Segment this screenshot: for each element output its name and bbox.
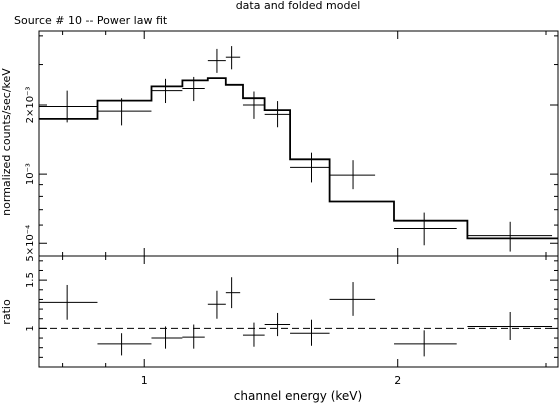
- spectrum-data-point: [39, 90, 98, 123]
- spectrum-y-tick-label: 2×10⁻³: [25, 87, 36, 124]
- ratio-plot-layer: [39, 277, 558, 357]
- ratio-data-point: [394, 330, 457, 357]
- spectrum-data-point: [394, 212, 457, 246]
- spectrum-panel-frame: [38, 30, 559, 257]
- ratio-data-point: [39, 284, 98, 320]
- ratio-panel-frame: [38, 255, 559, 368]
- spectrum-data-point: [151, 78, 183, 104]
- x-tick-label: 1: [141, 374, 148, 387]
- ratio-data-point: [467, 311, 553, 340]
- ratio-data-point: [242, 322, 265, 347]
- ratio-data-point: [225, 277, 241, 309]
- x-tick-label: 2: [394, 374, 401, 387]
- ratio-y-axis-label: ratio: [0, 299, 13, 325]
- ratio-data-point: [97, 333, 152, 356]
- axis-layer: 1 2 5×10⁻⁴ 10⁻³ 2×10⁻³ 1 1.5: [25, 31, 558, 387]
- ratio-data-point: [290, 319, 330, 346]
- spectrum-data-point: [182, 76, 205, 102]
- ratio-data-point: [151, 326, 183, 349]
- spectrum-data-point: [225, 46, 241, 70]
- spectrum-data-point: [290, 152, 330, 183]
- model-step-line: [39, 77, 558, 240]
- spectrum-data-point: [264, 101, 291, 128]
- spectrum-y-tick-label: 5×10⁻⁴: [25, 225, 36, 262]
- spectrum-data-point: [329, 160, 376, 190]
- chart-title: data and folded model: [236, 0, 361, 12]
- ratio-y-tick-label: 1.5: [25, 272, 36, 288]
- spectrum-data-point: [467, 221, 553, 252]
- spectrum-data-point: [207, 48, 226, 73]
- ratio-data-point: [264, 312, 291, 337]
- spectrum-y-tick-label: 10⁻³: [25, 163, 36, 185]
- spectrum-data-point: [97, 98, 152, 126]
- ratio-data-point: [182, 324, 205, 349]
- spectrum-data-point: [242, 91, 265, 119]
- chart-subtitle: Source # 10 -- Power law fit: [14, 14, 168, 27]
- x-axis-label: channel energy (keV): [234, 389, 362, 403]
- ratio-data-point: [207, 290, 226, 319]
- ratio-data-point: [329, 282, 376, 316]
- ratio-y-tick-label: 1: [25, 325, 36, 331]
- spectrum-y-axis-label: normalized counts/sec/keV: [0, 68, 13, 216]
- spectrum-plot-layer: [39, 46, 558, 252]
